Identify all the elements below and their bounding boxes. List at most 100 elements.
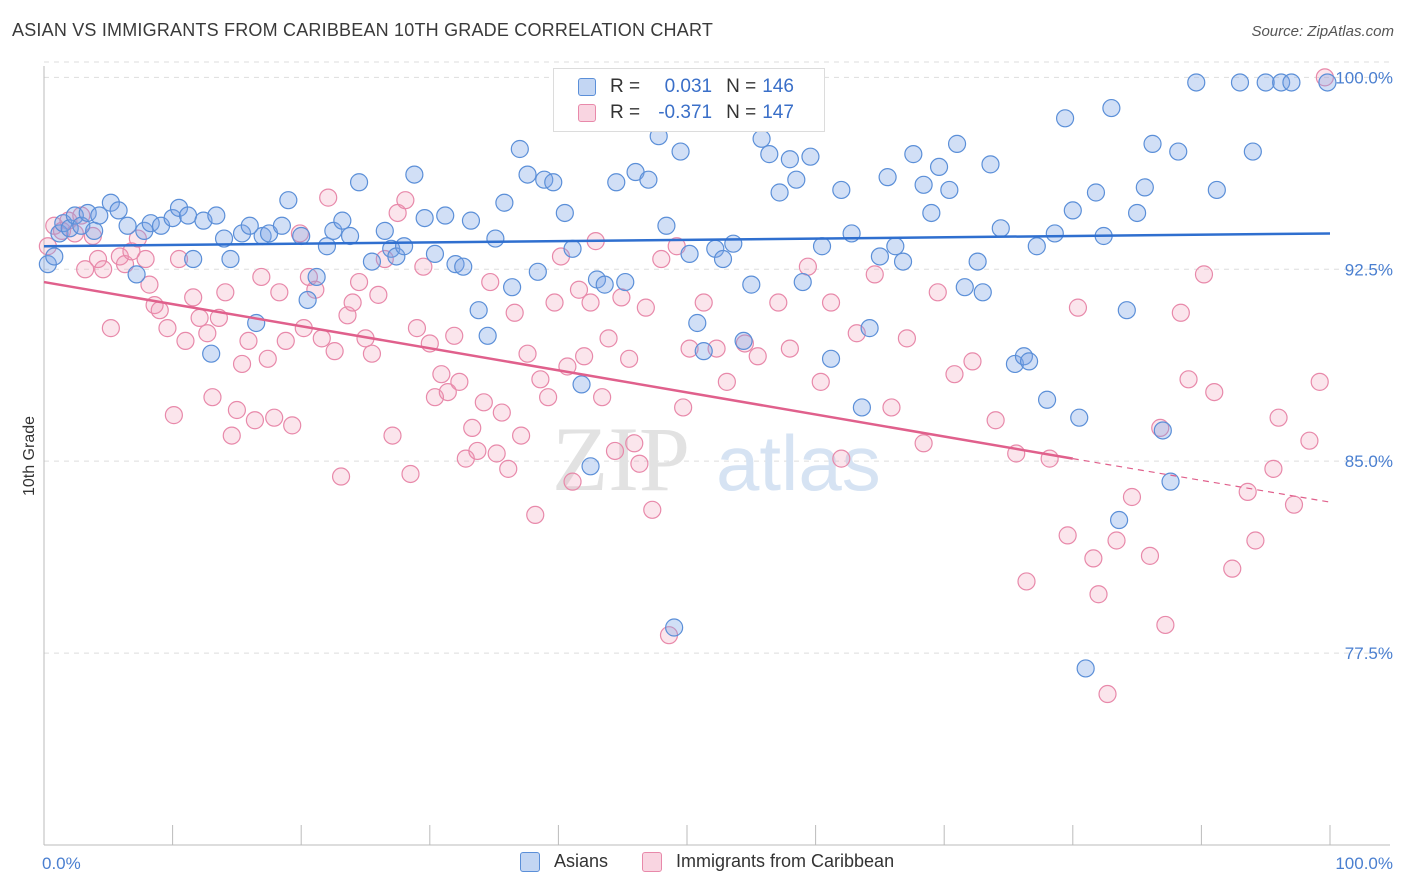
legend-item-asians: Asians [520, 851, 608, 872]
asian-point [1055, 109, 1075, 128]
asian-point [852, 398, 871, 417]
caribbean-point [499, 459, 518, 478]
caribbean-point [1300, 431, 1319, 450]
asian-point [724, 234, 743, 253]
caribbean-point [136, 249, 155, 269]
asian-point [307, 267, 326, 287]
caribbean-point [276, 331, 295, 351]
caribbean-point [798, 257, 817, 276]
caribbean-point [369, 285, 388, 304]
caribbean-point [599, 329, 618, 348]
asian-point [639, 170, 658, 189]
caribbean-point [140, 275, 159, 294]
caribbean-point [620, 349, 639, 368]
asian-point [214, 229, 234, 248]
caribbean-point [865, 265, 884, 284]
asian-point [207, 206, 226, 225]
caribbean-point [531, 370, 550, 389]
caribbean-point [882, 398, 901, 417]
caribbean-point [1238, 482, 1257, 501]
asian-point [787, 170, 806, 189]
caribbean-point [945, 365, 964, 384]
caribbean-point [463, 418, 482, 438]
caribbean-point [325, 342, 344, 361]
asian-point [394, 237, 414, 256]
caribbean-point [1264, 459, 1283, 478]
asian-point [886, 237, 905, 256]
asian-point [454, 257, 473, 276]
caribbean-point [468, 441, 487, 461]
caribbean-point [101, 319, 120, 338]
caribbean-point [1269, 408, 1288, 427]
caribbean-point [265, 408, 284, 427]
asian-point [671, 142, 690, 161]
caribbean-point [563, 472, 582, 491]
asian-point [279, 191, 298, 210]
asian-point [940, 180, 959, 200]
asians-label: Asians [554, 851, 609, 871]
caribbean-point [963, 352, 982, 371]
asian-point [528, 262, 547, 281]
watermark-zip: ZIP [552, 408, 690, 510]
caribbean-point [401, 464, 420, 484]
caribbean-point [625, 434, 644, 453]
asian-point [904, 145, 923, 164]
asian-point [1037, 390, 1057, 409]
asian-point [1282, 73, 1301, 92]
caribbean-point [474, 393, 493, 412]
caribbean-point [1179, 370, 1198, 389]
asian-point [821, 349, 841, 368]
asian-point [991, 219, 1010, 238]
caribbean-point [414, 257, 433, 276]
asian-point [812, 237, 832, 256]
caribbean-point [94, 260, 113, 279]
asian-point [232, 224, 252, 243]
watermark: ZIP atlas [552, 408, 881, 510]
asian-point [109, 201, 128, 220]
asian-point [1243, 142, 1262, 161]
caribbean-point [349, 272, 369, 292]
caribbean-point [184, 288, 203, 307]
asian-point [78, 203, 97, 223]
caribbean-point [252, 267, 271, 287]
asian-point [349, 173, 369, 192]
asian-point [298, 290, 317, 310]
asian-point [362, 252, 382, 271]
caribbean-point [1315, 68, 1334, 87]
caribbean-point [652, 249, 671, 269]
asian-point [1070, 408, 1089, 427]
asian-point [202, 344, 221, 363]
caribbean-point [432, 365, 451, 384]
caribbean-point [769, 293, 788, 312]
caribbean-point [928, 283, 947, 302]
caribbean-point [283, 416, 302, 435]
trend-lines [43, 232, 1331, 503]
caribbean-point [748, 347, 767, 366]
caribbean-point [270, 283, 289, 302]
x-tick-label: 0.0% [42, 854, 81, 873]
caribbean-point [312, 329, 331, 348]
caribbean-point [445, 326, 464, 345]
x-tick-label: 100.0% [1335, 854, 1393, 873]
asian-point [518, 165, 537, 184]
series-legend: Asians Immigrants from Caribbean [0, 851, 1406, 877]
y-tick-label: 100.0% [1335, 68, 1393, 87]
caribbean-point [1310, 372, 1329, 391]
caribbean-point [150, 301, 169, 320]
caribbean-point [636, 298, 655, 317]
asian-point [415, 208, 434, 228]
asian-point [1207, 180, 1226, 200]
caribbean-point [319, 188, 338, 207]
asian-point [616, 272, 635, 292]
asian-point [734, 331, 753, 351]
asian-point [973, 283, 992, 302]
n-label: N = [726, 76, 757, 97]
caribbean-n-value: 147 [762, 102, 794, 123]
asian-point [324, 221, 343, 240]
asian-point [878, 168, 897, 187]
caribbean-point [569, 280, 589, 299]
caribbean-point [545, 293, 564, 312]
caribbean-point [1058, 526, 1077, 545]
caribbean-point [438, 382, 457, 402]
asian-point [1019, 352, 1039, 371]
